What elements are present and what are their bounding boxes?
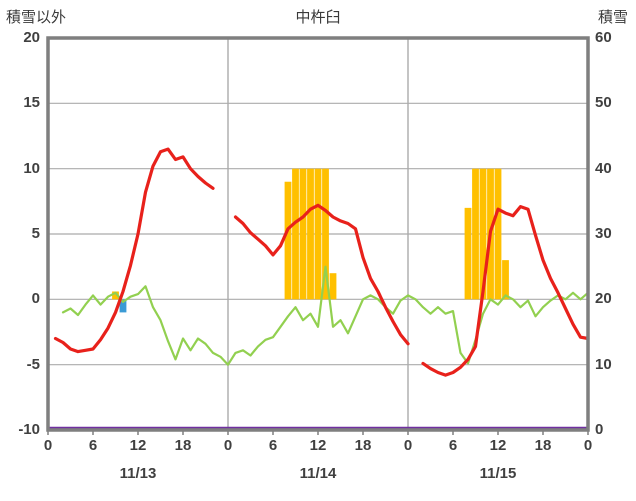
y-right-tick: 0 <box>595 421 604 438</box>
orange-bars <box>292 168 299 300</box>
y-right-tick: 10 <box>595 356 612 373</box>
y-right-tick: 20 <box>595 290 612 307</box>
orange-bars <box>494 168 502 300</box>
orange-bars <box>284 181 292 300</box>
y-right-tick: 40 <box>595 160 612 177</box>
day-label: 11/15 <box>479 465 517 482</box>
green-line <box>61 265 590 366</box>
orange-bars <box>464 207 472 300</box>
orange-bars <box>479 168 487 300</box>
x-hour-tick: 0 <box>583 437 593 454</box>
orange-bars <box>502 260 509 300</box>
x-hour-tick: 18 <box>354 437 372 454</box>
red-line <box>233 203 410 346</box>
y-left-tick: 20 <box>23 29 40 46</box>
left-axis-title: 積雪以外 <box>6 9 67 26</box>
x-hour-tick: 0 <box>403 437 413 454</box>
orange-bars <box>314 168 322 300</box>
right-axis-title: 積雪 <box>597 9 628 26</box>
x-hour-tick: 6 <box>268 437 278 454</box>
x-hour-tick: 12 <box>129 437 147 454</box>
y-left-tick: 15 <box>23 94 40 111</box>
day-label: 11/14 <box>299 465 337 482</box>
x-hour-tick: 0 <box>223 437 233 454</box>
x-hour-tick: 6 <box>88 437 98 454</box>
x-hour-tick: 0 <box>43 437 53 454</box>
y-left-tick: 10 <box>23 160 40 177</box>
day-label: 11/13 <box>119 465 157 482</box>
red-line <box>421 205 590 377</box>
y-right-tick: 30 <box>595 225 612 242</box>
x-hour-tick: 12 <box>309 437 327 454</box>
y-left-tick: -5 <box>26 356 40 373</box>
y-left-tick: -10 <box>18 421 40 438</box>
x-hour-tick: 18 <box>534 437 552 454</box>
y-right-tick: 50 <box>595 94 612 111</box>
y-right-tick: 60 <box>595 29 612 46</box>
chart-title: 中杵臼 <box>295 9 341 26</box>
y-left-tick: 0 <box>31 290 40 307</box>
orange-bars <box>299 168 307 300</box>
orange-bars <box>329 273 337 300</box>
plot-frame <box>46 36 590 432</box>
orange-bars <box>112 291 119 300</box>
blue-bar <box>119 299 127 313</box>
x-hour-tick: 6 <box>448 437 458 454</box>
x-hour-tick: 18 <box>174 437 192 454</box>
orange-bars <box>472 168 479 300</box>
red-line <box>53 147 215 354</box>
orange-bars <box>322 168 329 300</box>
orange-bars <box>307 168 314 300</box>
x-hour-tick: 12 <box>489 437 507 454</box>
y-left-tick: 5 <box>31 225 40 242</box>
